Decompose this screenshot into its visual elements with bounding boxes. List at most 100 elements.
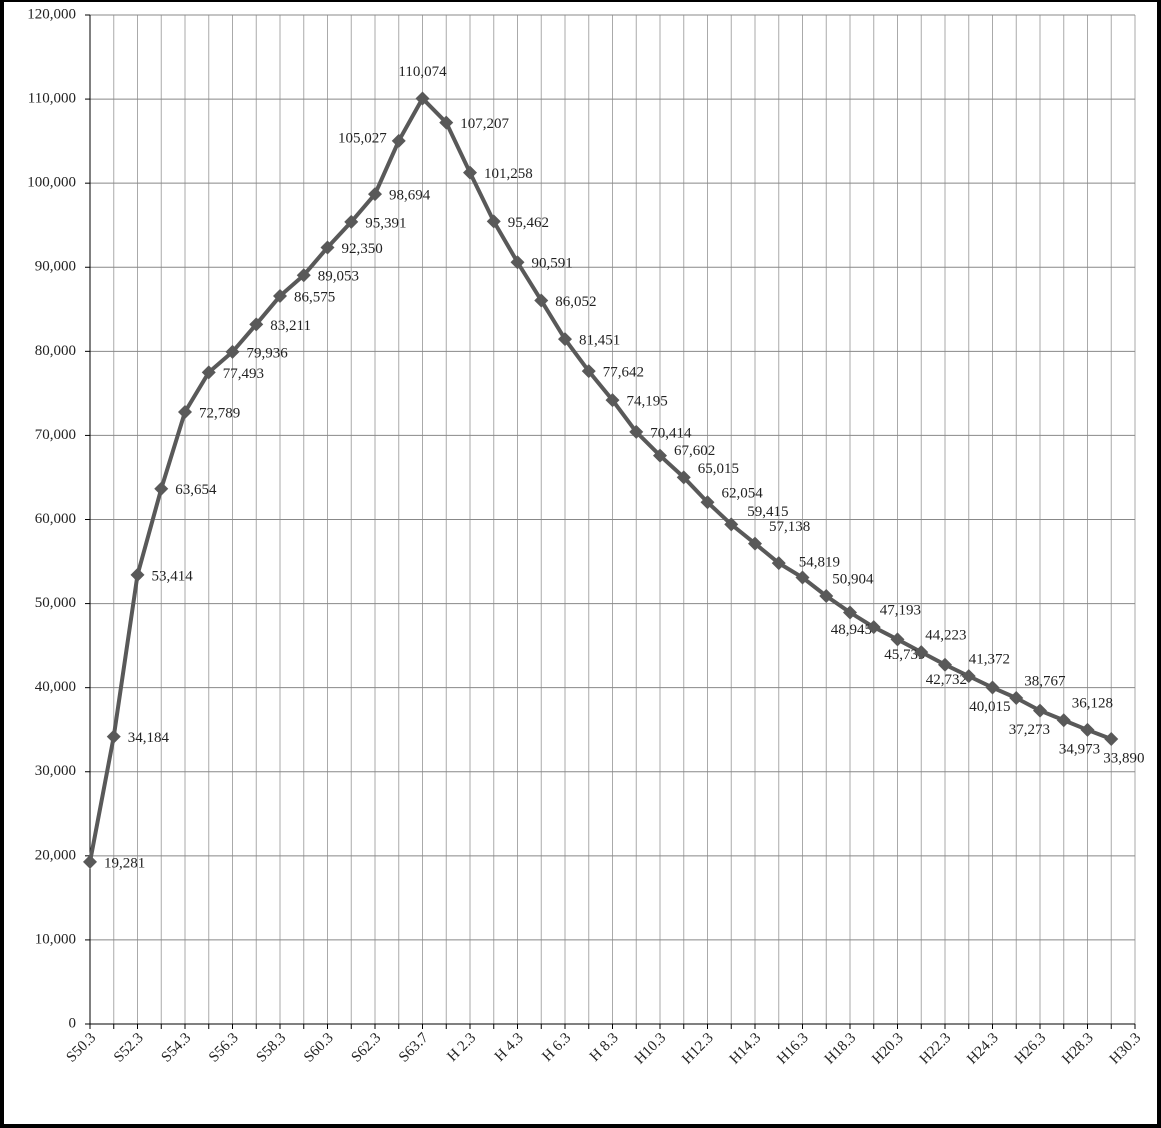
marker (439, 115, 454, 130)
data-label: 72,789 (199, 405, 240, 421)
data-label: 98,694 (389, 188, 431, 204)
data-label: 37,273 (1009, 722, 1050, 738)
data-label: 77,642 (603, 365, 644, 381)
marker (700, 495, 715, 510)
data-label: 79,936 (247, 345, 289, 361)
data-label: 95,391 (365, 215, 406, 231)
data-label: 95,462 (508, 215, 549, 231)
marker (558, 332, 572, 347)
marker (415, 91, 430, 106)
data-label: 34,184 (128, 730, 170, 746)
marker (795, 570, 810, 585)
data-label: 77,493 (223, 366, 264, 382)
marker (771, 556, 786, 571)
marker (843, 605, 857, 620)
data-label: 40,015 (969, 699, 1010, 715)
marker (1104, 732, 1119, 747)
marker (629, 424, 644, 439)
y-tick-label: 0 (69, 1015, 77, 1031)
marker (225, 344, 240, 359)
marker (391, 133, 406, 148)
data-label: 101,258 (484, 166, 533, 182)
data-label: 47,193 (880, 603, 921, 619)
y-tick-label: 30,000 (35, 763, 76, 779)
y-tick-label: 40,000 (35, 679, 76, 695)
marker (534, 293, 549, 308)
data-label: 74,195 (627, 394, 668, 410)
marker (914, 645, 929, 660)
data-label: 50,904 (832, 571, 874, 587)
y-tick-label: 100,000 (27, 175, 76, 191)
data-label: 92,350 (342, 241, 383, 257)
data-label: 19,281 (104, 855, 145, 871)
marker (296, 268, 311, 283)
data-label: 38,767 (1024, 673, 1066, 689)
data-label: 41,372 (969, 652, 1010, 668)
data-label: 33,890 (1103, 750, 1144, 766)
marker (201, 365, 216, 380)
marker (1056, 713, 1071, 728)
y-tick-label: 10,000 (35, 931, 76, 947)
marker (320, 240, 335, 255)
data-label: 83,211 (270, 318, 311, 334)
data-label: 53,414 (152, 568, 194, 584)
marker (1033, 703, 1047, 718)
data-label: 59,415 (747, 504, 788, 520)
data-label: 89,053 (318, 269, 359, 285)
marker (154, 481, 169, 496)
data-label: 70,414 (650, 425, 692, 441)
marker (130, 567, 145, 582)
marker (273, 289, 287, 304)
marker (819, 588, 834, 603)
y-tick-label: 80,000 (35, 343, 76, 359)
data-label: 62,054 (722, 486, 764, 502)
data-label: 67,602 (674, 443, 715, 459)
data-label: 86,575 (294, 289, 335, 305)
marker (178, 404, 192, 419)
data-label: 45,739 (884, 647, 925, 663)
marker (676, 470, 691, 485)
y-tick-label: 20,000 (35, 847, 76, 863)
marker (249, 317, 264, 332)
marker (83, 854, 97, 869)
marker (724, 517, 739, 532)
y-tick-label: 120,000 (27, 6, 76, 22)
marker (106, 729, 121, 744)
marker (938, 657, 952, 672)
marker (368, 187, 382, 202)
marker (510, 255, 525, 270)
data-label: 48,945 (831, 622, 872, 638)
marker (463, 165, 477, 180)
data-label: 57,138 (769, 519, 810, 535)
marker (605, 393, 620, 408)
y-tick-label: 50,000 (35, 595, 76, 611)
y-tick-label: 60,000 (35, 511, 76, 527)
data-label: 110,074 (398, 64, 447, 80)
data-label: 107,207 (460, 116, 509, 132)
data-label: 81,451 (579, 333, 620, 349)
marker (748, 536, 762, 551)
marker (1009, 691, 1024, 706)
data-label: 105,027 (338, 130, 387, 146)
y-tick-label: 110,000 (28, 91, 76, 107)
data-label: 42,732 (926, 672, 967, 688)
marker (1080, 722, 1095, 737)
marker (581, 364, 596, 379)
data-label: 63,654 (175, 482, 217, 498)
marker (866, 620, 881, 635)
y-tick-label: 90,000 (35, 259, 76, 275)
data-label: 65,015 (698, 461, 739, 477)
data-label: 36,128 (1072, 696, 1113, 712)
data-label: 90,591 (532, 256, 573, 272)
data-label: 86,052 (555, 294, 596, 310)
data-label: 54,819 (799, 555, 840, 571)
marker (961, 669, 976, 684)
data-label: 44,223 (925, 628, 966, 644)
y-tick-label: 70,000 (35, 427, 76, 443)
data-label: 34,973 (1059, 741, 1100, 757)
marker (890, 632, 905, 647)
marker (486, 214, 501, 229)
marker (985, 680, 1000, 695)
